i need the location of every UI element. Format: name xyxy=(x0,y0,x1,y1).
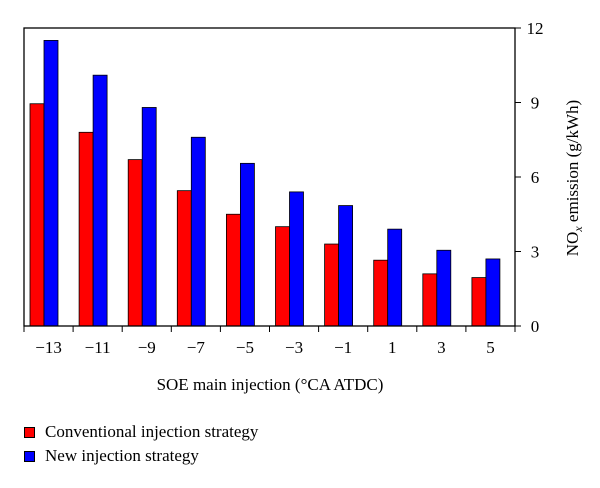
y-axis-label-main: NO xyxy=(563,232,582,257)
x-tick-label-4: −5 xyxy=(236,338,254,357)
x-tick-label-5: −3 xyxy=(285,338,303,357)
x-tick-label-0: −13 xyxy=(35,338,62,357)
bar-new-5 xyxy=(289,191,304,327)
bar-new-6 xyxy=(338,205,354,327)
y-tick-label-4: 12 xyxy=(527,19,544,38)
bar-new-7 xyxy=(387,228,403,327)
y-axis-ticks: 0 3 6 9 12 xyxy=(515,19,544,336)
bar-new-2 xyxy=(141,107,157,327)
y-axis-label: NOx emission (g/kWh) xyxy=(563,100,585,256)
bar-new-1 xyxy=(92,74,108,327)
bar-conventional-3 xyxy=(176,190,192,327)
y-tick-label-3: 9 xyxy=(531,94,540,113)
y-tick-label-0: 0 xyxy=(531,317,540,336)
bars-layer xyxy=(29,40,501,327)
legend-label-new: New injection strategy xyxy=(45,446,199,465)
legend-swatch-new xyxy=(24,450,35,462)
x-axis-ticks: −13 −11 −9 −7 −5 −3 −1 1 3 5 xyxy=(23,326,516,357)
legend-item-new: New injection strategy xyxy=(24,444,258,468)
bar-conventional-9 xyxy=(471,277,487,327)
bar-conventional-2 xyxy=(127,159,143,327)
legend: Conventional injection strategy New inje… xyxy=(24,420,258,468)
bar-new-3 xyxy=(190,136,206,327)
legend-label-conventional: Conventional injection strategy xyxy=(45,422,259,441)
y-tick-label-2: 6 xyxy=(531,168,540,187)
bar-conventional-6 xyxy=(324,243,340,327)
legend-swatch-conventional xyxy=(24,426,35,438)
bar-conventional-7 xyxy=(373,259,389,327)
legend-item-conventional: Conventional injection strategy xyxy=(24,420,258,444)
bar-conventional-0 xyxy=(29,103,45,327)
y-tick-label-1: 3 xyxy=(531,243,540,262)
bar-conventional-4 xyxy=(225,213,241,327)
x-tick-label-6: −1 xyxy=(334,338,352,357)
bar-conventional-5 xyxy=(275,226,290,327)
x-tick-label-9: 5 xyxy=(486,338,495,357)
x-tick-label-7: 1 xyxy=(388,338,397,357)
x-tick-label-3: −7 xyxy=(187,338,206,357)
bar-conventional-1 xyxy=(78,131,94,327)
bar-conventional-8 xyxy=(422,273,438,327)
bar-new-8 xyxy=(436,249,452,327)
bar-new-9 xyxy=(485,258,501,327)
y-axis-label-subscript: x xyxy=(571,226,585,233)
x-tick-label-8: 3 xyxy=(437,338,446,357)
x-tick-label-1: −11 xyxy=(85,338,111,357)
y-axis-label-rest: emission (g/kWh) xyxy=(563,100,582,227)
bar-new-0 xyxy=(43,40,59,327)
x-tick-label-2: −9 xyxy=(138,338,156,357)
x-axis-label: SOE main injection (°CA ATDC) xyxy=(157,375,384,394)
bar-new-4 xyxy=(239,162,255,327)
